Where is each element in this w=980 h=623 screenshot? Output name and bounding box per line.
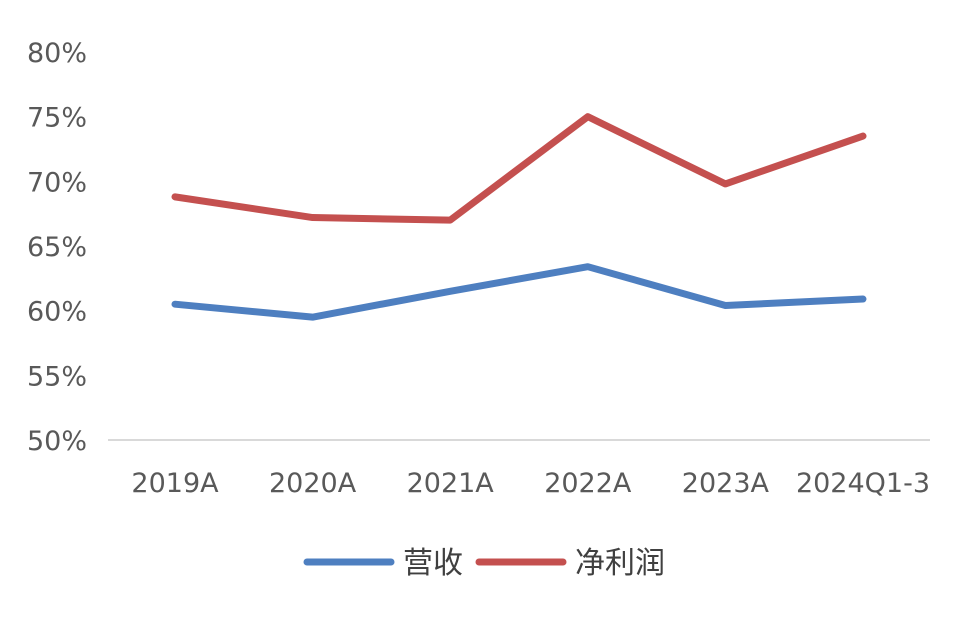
y-tick-label: 50%: [27, 426, 87, 457]
series-layer: [171, 113, 867, 321]
y-axis-ticks: 50% 55% 60% 65% 70% 75% 80%: [27, 38, 87, 457]
y-tick-label: 55%: [27, 361, 87, 392]
x-tick-label: 2024Q1-3: [796, 468, 930, 499]
x-tick-label: 2022A: [544, 468, 632, 499]
x-tick-label: 2021A: [407, 468, 495, 499]
legend-label-1: 营收: [403, 546, 463, 581]
legend-label-2: 净利润: [575, 546, 665, 581]
series-line-1: [171, 263, 867, 321]
legend: 营收 净利润: [303, 546, 665, 581]
x-tick-label: 2023A: [682, 468, 770, 499]
y-tick-label: 60%: [27, 297, 87, 328]
y-tick-label: 75%: [27, 103, 87, 134]
x-tick-label: 2019A: [131, 468, 219, 499]
x-axis-ticks: 2019A 2020A 2021A 2022A 2023A 2024Q1-3: [131, 468, 930, 499]
y-tick-label: 70%: [27, 167, 87, 198]
x-tick-label: 2020A: [269, 468, 357, 499]
series-line-2: [171, 113, 867, 224]
y-tick-label: 80%: [27, 38, 87, 69]
y-tick-label: 65%: [27, 232, 87, 263]
